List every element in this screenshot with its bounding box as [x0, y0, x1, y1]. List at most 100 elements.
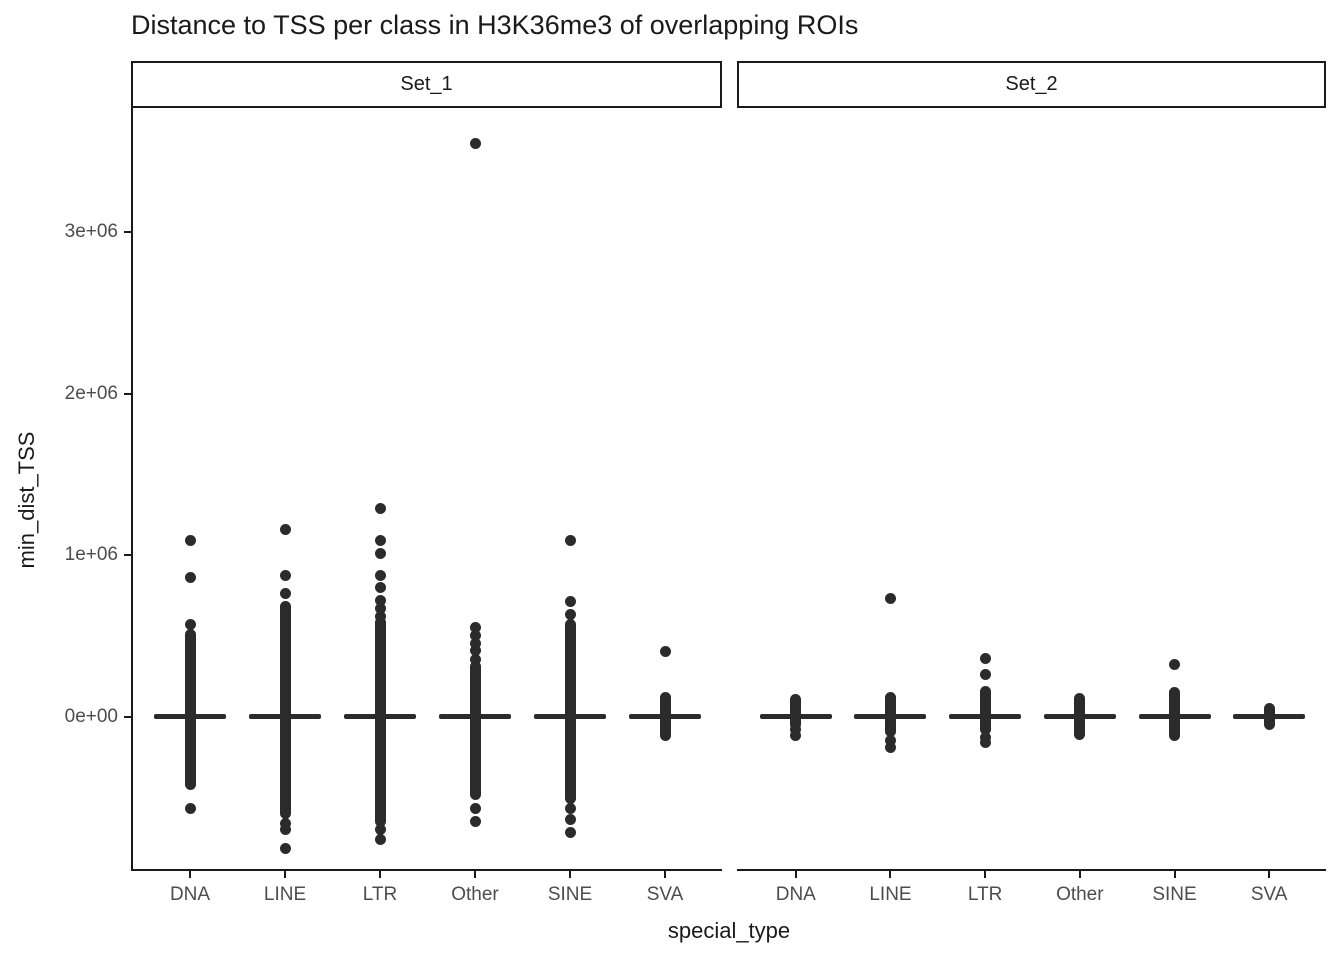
data-point — [564, 814, 576, 826]
data-point — [279, 588, 291, 600]
median-line — [759, 714, 832, 719]
x-axis-title: special_type — [667, 918, 791, 943]
data-point — [884, 593, 896, 605]
data-point — [279, 523, 291, 535]
y-axis-line — [131, 108, 133, 871]
data-point — [374, 594, 386, 606]
x-tick-mark — [474, 871, 476, 878]
data-point — [374, 570, 386, 582]
data-point — [564, 596, 576, 608]
x-tick-label: DNA — [775, 884, 816, 905]
data-point — [279, 570, 291, 582]
x-tick-label: LINE — [869, 884, 912, 905]
x-tick-label: SVA — [1250, 884, 1288, 905]
data-point — [564, 609, 576, 621]
x-tick-mark — [569, 871, 571, 878]
y-tick-mark — [124, 231, 131, 233]
dense-point-cluster — [184, 628, 196, 790]
x-tick-mark — [284, 871, 286, 878]
y-tick-label: 1e+06 — [64, 544, 118, 565]
data-point — [659, 646, 671, 658]
data-point — [469, 622, 481, 634]
median-line — [854, 714, 927, 719]
dense-point-cluster — [979, 685, 991, 735]
data-point — [979, 652, 991, 664]
median-line — [154, 714, 226, 719]
median-line — [1043, 714, 1116, 719]
facet-strip-set2: Set_2 — [737, 61, 1326, 108]
data-point — [279, 817, 291, 829]
x-tick-mark — [794, 871, 797, 878]
data-point — [979, 669, 991, 680]
data-point — [469, 638, 481, 650]
x-tick-mark — [189, 871, 191, 878]
data-point — [564, 827, 576, 839]
data-point — [184, 572, 196, 584]
x-tick-mark — [1078, 871, 1081, 878]
x-tick-mark — [379, 871, 381, 878]
x-tick-label: Other — [1056, 884, 1104, 905]
data-point — [374, 610, 386, 622]
data-point — [1169, 659, 1181, 671]
data-point — [374, 602, 386, 614]
median-line — [534, 714, 606, 719]
data-point — [564, 534, 576, 546]
data-point — [469, 803, 481, 815]
median-line — [1138, 714, 1211, 719]
data-point — [469, 654, 481, 666]
median-line — [344, 714, 416, 719]
x-tick-mark — [1268, 871, 1271, 878]
data-point — [469, 815, 481, 827]
data-point — [884, 735, 896, 747]
median-line — [949, 714, 1022, 719]
data-point — [184, 803, 196, 815]
data-point — [374, 534, 386, 546]
y-tick-mark — [124, 392, 131, 395]
y-tick-label: 0e+00 — [64, 705, 118, 727]
data-point — [374, 547, 386, 559]
median-line — [629, 714, 701, 719]
dense-point-cluster — [790, 694, 802, 731]
facet-strip-label-set2: Set_2 — [1005, 73, 1058, 95]
data-point — [790, 723, 802, 735]
x-tick-mark — [889, 871, 892, 878]
y-axis-title: min_dist_TSS — [14, 431, 39, 569]
y-tick-mark — [124, 554, 131, 556]
median-line — [1233, 714, 1306, 719]
data-point — [374, 581, 386, 593]
median-line — [249, 714, 321, 719]
data-point — [374, 502, 386, 514]
facet-strip-set1: Set_1 — [131, 61, 722, 108]
data-point — [790, 730, 802, 742]
dense-point-cluster — [564, 618, 576, 805]
x-axis-line — [131, 869, 722, 871]
x-tick-label: LINE — [263, 884, 307, 905]
dense-point-cluster — [279, 601, 291, 819]
data-point — [184, 618, 196, 630]
median-line — [439, 714, 511, 719]
data-point — [469, 137, 481, 149]
x-tick-label: SVA — [646, 884, 684, 905]
data-point — [564, 803, 576, 815]
x-tick-label: Other — [451, 884, 499, 905]
y-tick-mark — [124, 715, 131, 718]
facet-strip-label-set1: Set_1 — [400, 73, 453, 95]
y-tick-label: 3e+06 — [64, 221, 118, 242]
chart-title: Distance to TSS per class in H3K36me3 of… — [131, 10, 859, 40]
data-point — [469, 644, 481, 656]
data-point — [374, 833, 386, 845]
data-point — [469, 630, 481, 642]
x-tick-mark — [984, 871, 987, 878]
y-tick-label: 2e+06 — [64, 382, 118, 404]
x-tick-label: SINE — [1152, 884, 1197, 905]
data-point — [374, 824, 386, 836]
data-point — [279, 824, 291, 836]
x-tick-label: SINE — [547, 884, 593, 905]
x-axis-line — [737, 869, 1326, 871]
x-tick-label: LTR — [967, 884, 1003, 905]
data-point — [279, 843, 291, 855]
data-point — [979, 736, 991, 748]
x-tick-mark — [1173, 871, 1176, 878]
dense-point-cluster — [374, 617, 386, 827]
x-tick-mark — [664, 871, 666, 878]
